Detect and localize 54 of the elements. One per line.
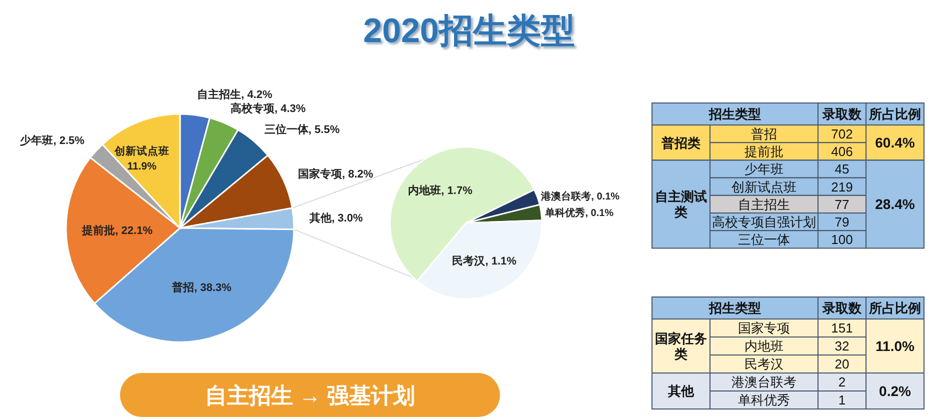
slice-label: 提前批, 22.1%: [81, 224, 153, 237]
slice-label: 单科优秀, 0.1%: [544, 206, 614, 219]
data-label: 151: [831, 320, 853, 336]
text: 录取数: [822, 106, 862, 122]
category-label: 高校专项自强计划: [712, 214, 816, 230]
data-label: 406: [831, 144, 853, 160]
data-label: 219: [831, 179, 853, 194]
data-label: 11.9%: [127, 160, 158, 173]
category-label: 三位一体: [738, 232, 790, 248]
text: 0.2%: [879, 383, 912, 400]
text: 录取数: [822, 300, 862, 316]
text: 其他: [667, 384, 695, 399]
category-label: 创新试点班: [732, 179, 796, 194]
data-label: 20: [834, 356, 850, 372]
category-label: 内地班: [744, 338, 784, 354]
slice-label: 三位一体, 5.5%: [264, 123, 340, 136]
slice-label: 民考汉, 1.1%: [452, 254, 517, 268]
category-label: 单科优秀: [738, 392, 790, 408]
slice-label: 自主招生, 4.2%: [197, 88, 273, 102]
text: 自主测试类: [655, 189, 707, 220]
category-label: 国家专项: [738, 320, 790, 336]
data-label: 32: [834, 338, 850, 354]
data-label: 45: [834, 162, 850, 177]
slice-label: 高校专项, 4.3%: [230, 102, 306, 116]
text: 11.0%: [876, 338, 916, 354]
text: 28.4%: [875, 196, 916, 212]
category-label: 提前批: [744, 144, 784, 160]
slice-label: 少年班, 2.5%: [19, 134, 85, 147]
text: 60.4%: [875, 134, 916, 151]
text: 招生类型: [708, 300, 761, 316]
data-label: 1: [838, 392, 846, 408]
category-label: 普招: [751, 126, 777, 142]
category-label: 民考汉: [744, 356, 784, 372]
text: 所占比例: [868, 106, 921, 122]
data-label: 702: [831, 126, 853, 142]
slice-label: 普招, 38.3%: [171, 280, 232, 294]
category-label: 自主招生: [738, 196, 790, 212]
slice-label: 内地班, 1.7%: [408, 184, 473, 198]
data-label: 79: [834, 214, 850, 230]
text: 国家任务类: [655, 330, 707, 362]
slice-label: 创新试点班: [113, 144, 170, 158]
text: 普招类: [660, 135, 700, 150]
text: 2020招生类型: [363, 12, 575, 50]
category-label: 港澳台联考: [732, 374, 796, 390]
text: 所占比例: [868, 300, 921, 316]
category-label: 少年班: [744, 162, 784, 177]
slice-label: 港澳台联考, 0.1%: [540, 190, 620, 203]
data-label: 77: [834, 196, 850, 212]
text: 自主招生 → 强基计划: [204, 383, 416, 408]
slice-label: 国家专项, 8.2%: [298, 167, 374, 180]
data-label: 100: [831, 232, 853, 248]
data-label: 2: [838, 374, 846, 390]
slice-label: 其他, 3.0%: [308, 211, 363, 224]
text: 招生类型: [708, 106, 761, 122]
